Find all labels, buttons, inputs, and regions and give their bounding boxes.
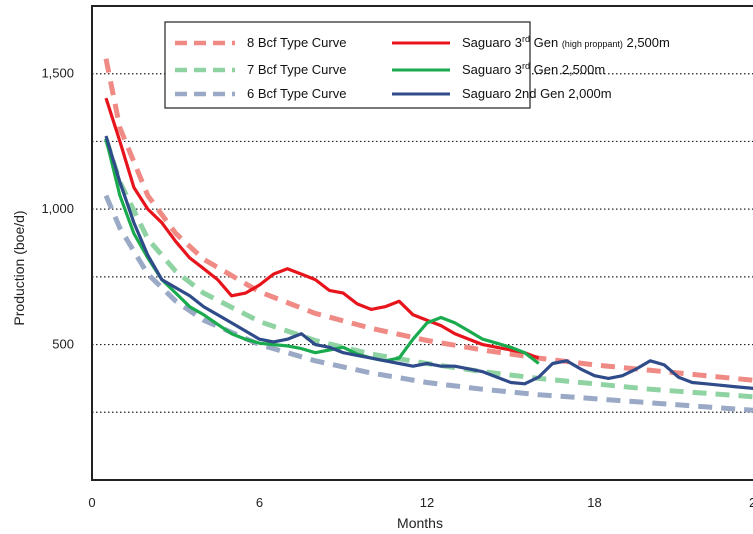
series-line-1	[103, 137, 753, 400]
legend: 8 Bcf Type Curve 7 Bcf Type Curve 6 Bcf Ty…	[164, 21, 670, 109]
y-tick-label: 500	[52, 337, 74, 352]
series-line-0	[103, 58, 753, 383]
legend-label: Saguaro 3rd Gen 2,500m	[462, 61, 605, 77]
x-tick-label: 0	[88, 495, 95, 510]
y-tick-labels: 500 1,000 1,500	[41, 66, 74, 352]
x-tick-label: 12	[420, 495, 434, 510]
legend-label: Saguaro 3rd Gen (high proppant) 2,500m	[462, 34, 670, 50]
legend-label: 7 Bcf Type Curve	[247, 62, 346, 77]
plot-frame	[91, 5, 753, 481]
legend-box	[164, 21, 531, 109]
legend-label: 6 Bcf Type Curve	[247, 86, 346, 101]
series-line-2	[103, 194, 753, 413]
x-tick-label: 2	[749, 495, 753, 510]
legend-label: Saguaro 2nd Gen 2,000m	[462, 86, 612, 101]
x-axis-title: Months	[397, 515, 443, 531]
x-tick-labels: 0 6 12 18 2	[88, 495, 753, 510]
y-tick-label: 1,000	[41, 201, 74, 216]
series-lines	[103, 58, 753, 413]
y-tick-label: 1,500	[41, 66, 74, 81]
legend-label: 8 Bcf Type Curve	[247, 35, 346, 50]
series-line-4	[104, 138, 540, 365]
series-line-3	[104, 97, 540, 360]
y-axis-title: Production (boe/d)	[11, 210, 27, 325]
x-tick-label: 18	[587, 495, 601, 510]
series-line-5	[104, 135, 753, 391]
x-tick-label: 6	[256, 495, 263, 510]
